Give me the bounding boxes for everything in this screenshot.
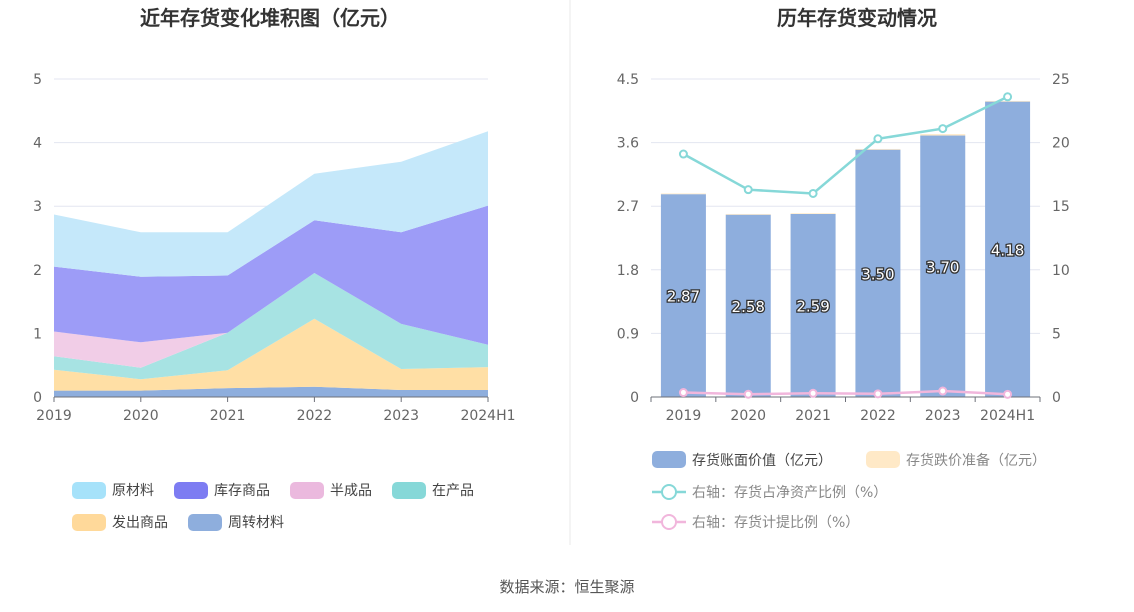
line-point <box>1003 389 1013 399</box>
line-series-右轴：存货占净资产比例（%） <box>682 95 1009 195</box>
x-tick-label: 2023 <box>925 408 961 424</box>
line-point <box>678 149 688 159</box>
area-series-在产品 <box>54 273 488 380</box>
area-series-发出商品 <box>54 318 488 391</box>
legend-label: 发出商品 <box>112 515 168 531</box>
bar-value-label: 2.58 <box>732 298 765 316</box>
source-note: 数据来源：恒生聚源 <box>499 578 634 596</box>
y-tick-label: 0.9 <box>617 326 639 342</box>
line-point <box>938 124 948 134</box>
x-tick-label: 2020 <box>123 408 159 424</box>
y2-tick-label: 20 <box>1052 136 1070 152</box>
legend-line-marker <box>661 484 677 500</box>
bar-impairment-provision <box>660 193 706 195</box>
x-tick-label: 2019 <box>36 408 72 424</box>
y-tick-label: 5 <box>33 72 42 88</box>
y-tick-label: 4.5 <box>617 72 639 88</box>
x-tick-label: 2022 <box>297 408 333 424</box>
bar-book-value <box>660 194 706 397</box>
x-tick-label: 2024H1 <box>460 408 515 424</box>
area-series-原材料 <box>54 131 488 277</box>
bar-value-label: 3.50 <box>861 265 894 283</box>
legend-swatch <box>290 482 324 499</box>
line-point <box>938 386 948 396</box>
y-tick-label: 3 <box>33 199 42 215</box>
x-tick-label: 2020 <box>730 408 766 424</box>
bar-book-value <box>855 149 901 397</box>
legend-label: 存货跌价准备（亿元） <box>906 452 1046 469</box>
y2-tick-label: 0 <box>1052 390 1061 406</box>
y-tick-label: 2 <box>33 263 42 279</box>
legend-swatch <box>72 482 106 499</box>
legend-swatch <box>174 482 208 499</box>
y-tick-label: 3.6 <box>617 136 639 152</box>
line-point <box>1003 92 1013 102</box>
y2-tick-label: 10 <box>1052 263 1070 279</box>
area-series-半成品 <box>54 273 488 368</box>
bar-book-value <box>790 213 836 397</box>
line-point <box>808 388 818 398</box>
bar-value-label: 3.70 <box>926 258 959 276</box>
legend-swatch <box>652 451 686 468</box>
line-point <box>743 389 753 399</box>
area-series-周转材料 <box>54 386 488 397</box>
line-point <box>743 185 753 195</box>
legend-label: 原材料 <box>112 483 154 499</box>
bar-impairment-provision <box>920 134 966 136</box>
x-tick-label: 2019 <box>666 408 702 424</box>
line-point <box>678 388 688 398</box>
y-tick-label: 1.8 <box>617 263 639 279</box>
bar-impairment-provision <box>725 213 771 215</box>
bar-value-label: 2.87 <box>667 288 700 306</box>
legend-swatch <box>72 514 106 531</box>
legend-label: 右轴：存货计提比例（%） <box>692 514 859 531</box>
stacked-area-chart: 0 1 2 3 4 5 2019 2020 2021 2022 2023 2024H1 <box>33 72 515 424</box>
y2-tick-label: 5 <box>1052 326 1061 342</box>
legend-swatch <box>188 514 222 531</box>
x-tick-label: 2023 <box>383 408 419 424</box>
legend-label: 在产品 <box>432 483 474 499</box>
bar-impairment-provision <box>790 213 836 214</box>
legend-label: 右轴：存货占净资产比例（%） <box>692 484 887 501</box>
x-tick-label: 2024H1 <box>980 408 1035 424</box>
y2-tick-label: 25 <box>1052 72 1070 88</box>
legend-line-marker <box>661 514 677 530</box>
bar-value-label: 4.18 <box>991 241 1024 259</box>
y-tick-label: 0 <box>630 390 639 406</box>
bar-line-chart: 0 0.9 1.8 2.7 3.6 4.5 0 5 10 15 20 25 2.87 2.58 2.59 3.… <box>617 72 1070 424</box>
right-legend: 存货账面价值（亿元） 存货跌价准备（亿元） 右轴：存货占净资产比例（%） 右轴：存货计… <box>652 451 1046 531</box>
y-tick-label: 2.7 <box>617 199 639 215</box>
legend-label: 半成品 <box>330 483 372 499</box>
bar-impairment-provision <box>855 148 901 150</box>
bar-value-label: 2.59 <box>796 297 829 315</box>
y2-tick-label: 15 <box>1052 199 1070 215</box>
left-chart-title: 近年存货变化堆积图（亿元） <box>140 6 400 30</box>
y-tick-label: 4 <box>33 136 42 152</box>
bar-book-value <box>920 135 966 398</box>
area-series-库存商品 <box>54 205 488 345</box>
legend-label: 库存商品 <box>214 483 270 499</box>
right-chart-title: 历年存货变动情况 <box>777 6 937 30</box>
y-tick-label: 1 <box>33 326 42 342</box>
bar-book-value <box>985 101 1031 397</box>
legend-swatch <box>392 482 426 499</box>
legend-label: 存货账面价值（亿元） <box>692 452 832 469</box>
legend-label: 周转材料 <box>228 515 284 531</box>
line-point <box>873 134 883 144</box>
y-tick-label: 0 <box>33 390 42 406</box>
bar-book-value <box>725 214 771 397</box>
line-point <box>873 389 883 399</box>
x-tick-label: 2021 <box>795 408 831 424</box>
x-tick-label: 2022 <box>860 408 896 424</box>
legend-swatch <box>866 451 900 468</box>
line-series-右轴：存货计提比例（%） <box>683 389 1008 396</box>
line-point <box>808 188 818 198</box>
x-tick-label: 2021 <box>210 408 246 424</box>
